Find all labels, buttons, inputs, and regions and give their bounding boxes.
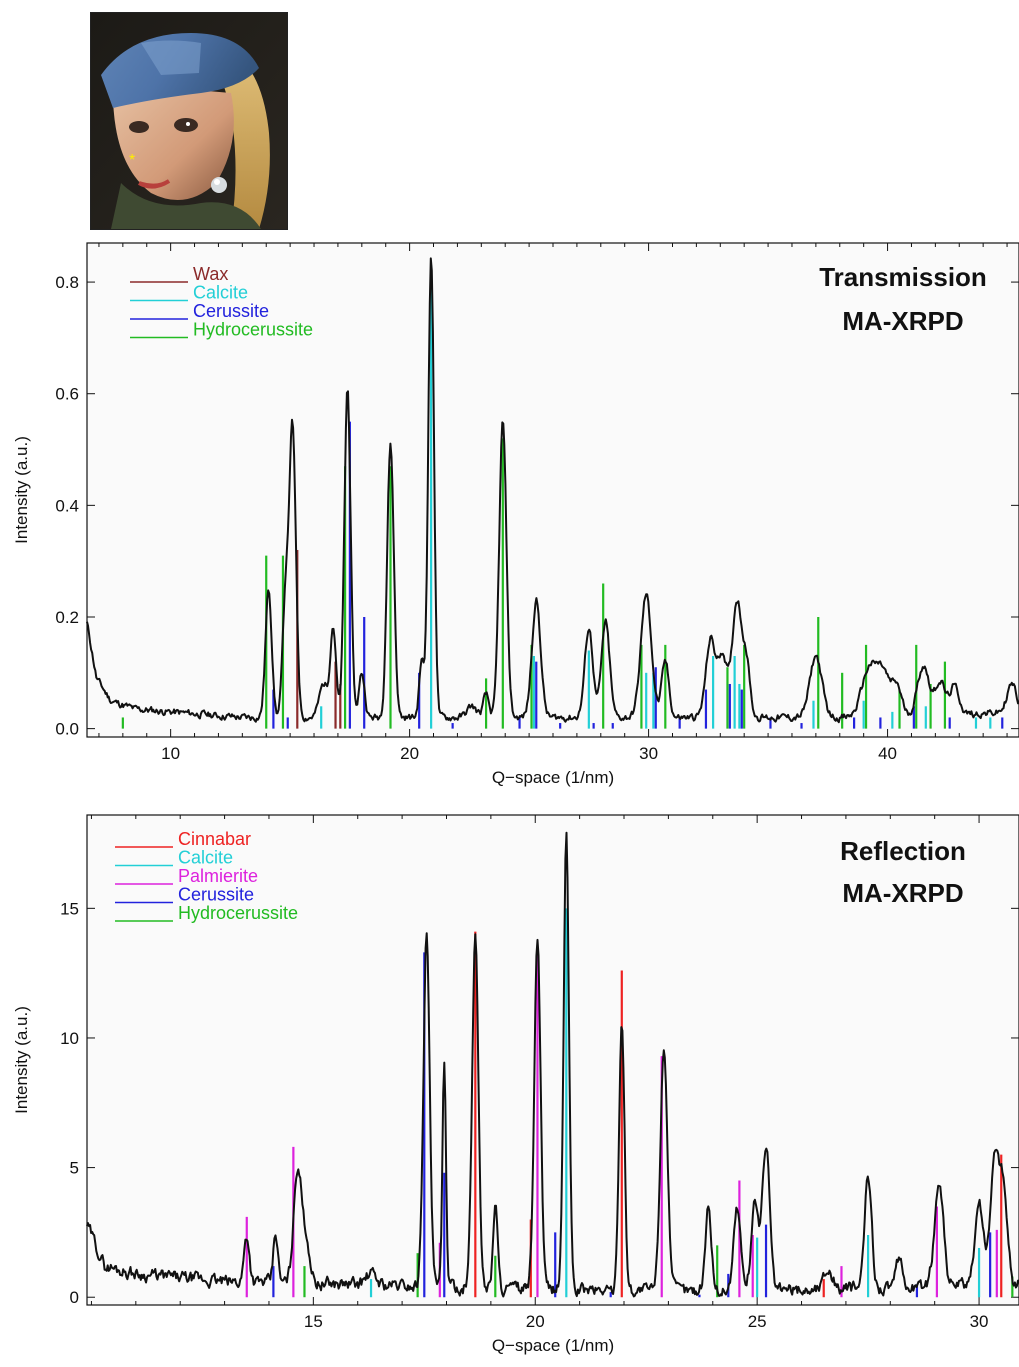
x-tick-label: 30 [639, 744, 658, 763]
y-tick-label: 0.6 [55, 385, 79, 404]
legend-label: Cinnabar [178, 829, 251, 849]
chart-panel-1: 10 20 30 40 0.0 0.2 0.4 0.6 0.8 Q−space (1/nm) Int… [12, 242, 1019, 787]
x-tick-label: 25 [748, 1312, 767, 1331]
x-axis-label: Q−space (1/nm) [492, 1336, 614, 1355]
y-tick-label: 15 [60, 899, 79, 918]
y-tick-label: 0.2 [55, 608, 79, 627]
legend-label: Palmierite [178, 866, 258, 886]
diffraction-pattern-line [86, 257, 1019, 724]
x-tick-label: 10 [161, 744, 180, 763]
painting-thumbnail-icon: * [90, 12, 288, 230]
annotation-label: Reflection [840, 836, 966, 866]
legend-label: Hydrocerussite [193, 320, 313, 340]
x-tick-label: 15 [304, 1312, 323, 1331]
annotation-label: MA-XRPD [842, 878, 963, 908]
x-tick-label: 30 [970, 1312, 989, 1331]
legend-label: Wax [193, 264, 228, 284]
svg-text:*: * [129, 152, 135, 169]
legend-label: Calcite [178, 848, 233, 868]
y-axis-label: Intensity (a.u.) [12, 1006, 31, 1114]
diffraction-pattern-line [86, 831, 1019, 1298]
legend-label: Cerussite [193, 301, 269, 321]
y-tick-label: 0 [70, 1288, 79, 1307]
legend-label: Calcite [193, 283, 248, 303]
legend-label: Hydrocerussite [178, 903, 298, 923]
legend-label: Cerussite [178, 885, 254, 905]
x-tick-label: 40 [878, 744, 897, 763]
y-tick-label: 0.8 [55, 273, 79, 292]
plot-area [86, 242, 1019, 738]
y-tick-label: 5 [70, 1159, 79, 1178]
y-tick-label: 0.4 [55, 496, 79, 515]
x-tick-label: 20 [400, 744, 419, 763]
annotation-label: MA-XRPD [842, 306, 963, 336]
x-tick-label: 20 [526, 1312, 545, 1331]
chart-panel-2: 15 20 25 30 0 5 10 15 Q−space (1/nm) Intensity (a… [12, 814, 1019, 1355]
y-tick-label: 0.0 [55, 720, 79, 739]
annotation-label: Transmission [819, 262, 987, 292]
y-tick-label: 10 [60, 1029, 79, 1048]
y-axis-label: Intensity (a.u.) [12, 436, 31, 544]
x-axis-label: Q−space (1/nm) [492, 768, 614, 787]
